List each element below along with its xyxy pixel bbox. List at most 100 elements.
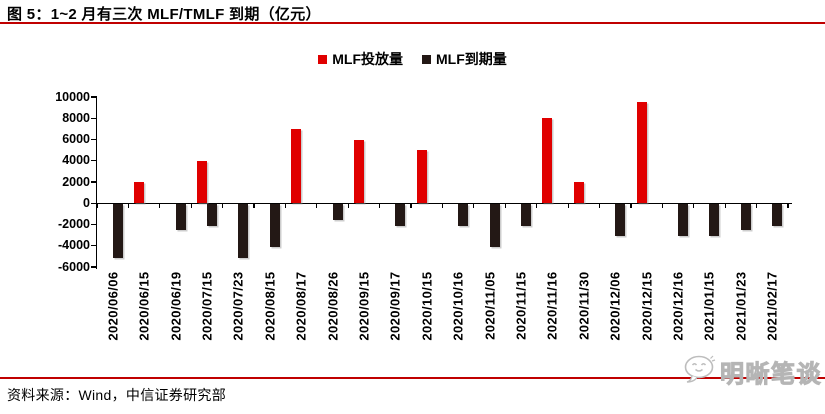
x-axis-tick bbox=[410, 204, 412, 209]
bar-mlf-maturity bbox=[269, 204, 280, 247]
x-axis-date-label: 2020/12/16 bbox=[670, 271, 686, 341]
footer-divider bbox=[0, 377, 825, 379]
x-axis-tick bbox=[724, 204, 726, 209]
title-divider bbox=[0, 22, 825, 24]
bar-mlf-maturity bbox=[395, 204, 406, 226]
x-axis-tick bbox=[567, 204, 569, 209]
bar-mlf-maturity bbox=[489, 204, 500, 247]
y-axis-tick bbox=[91, 138, 96, 141]
bar-mlf-injection bbox=[636, 102, 647, 204]
y-axis-label: 0 bbox=[83, 195, 90, 210]
bar-mlf-injection bbox=[134, 182, 145, 204]
x-axis-date-label: 2020/07/23 bbox=[230, 271, 246, 341]
y-axis-tick bbox=[91, 96, 96, 98]
legend-item-mlf-maturity: MLF到期量 bbox=[422, 49, 507, 69]
x-axis-tick bbox=[127, 204, 129, 209]
x-axis-line bbox=[95, 202, 792, 204]
x-axis-date-label: 2020/08/26 bbox=[325, 271, 341, 341]
y-axis-label: -4000 bbox=[58, 238, 90, 253]
x-axis-tick bbox=[253, 204, 255, 209]
x-axis-date-label: 2020/11/16 bbox=[544, 271, 560, 340]
x-axis-tick bbox=[504, 204, 506, 209]
x-axis-date-label: 2020/12/06 bbox=[607, 271, 623, 341]
y-axis-label: 10000 bbox=[55, 89, 90, 104]
bar-mlf-maturity bbox=[175, 204, 186, 230]
legend-marker-injection bbox=[318, 54, 328, 64]
x-axis-date-label: 2020/06/19 bbox=[168, 271, 184, 341]
x-axis-date-label: 2020/10/15 bbox=[419, 271, 435, 341]
bar-mlf-injection bbox=[573, 182, 584, 204]
bar-mlf-maturity bbox=[206, 204, 217, 226]
x-axis-tick bbox=[284, 204, 287, 209]
x-axis-date-label: 2020/08/17 bbox=[293, 271, 309, 341]
bar-mlf-injection bbox=[542, 118, 553, 204]
bar-mlf-maturity bbox=[521, 204, 532, 226]
x-axis-tick bbox=[473, 204, 475, 209]
x-axis-tick bbox=[693, 204, 695, 209]
x-axis-tick bbox=[379, 204, 381, 209]
x-axis-date-label: 2020/10/16 bbox=[450, 271, 466, 341]
x-axis-tick bbox=[787, 204, 789, 209]
legend-marker-maturity bbox=[422, 54, 431, 64]
y-axis-tick bbox=[91, 202, 96, 204]
x-axis-date-label: 2020/07/15 bbox=[199, 271, 215, 341]
y-axis-tick bbox=[91, 245, 96, 247]
x-axis-date-label: 2020/11/30 bbox=[576, 271, 592, 340]
x-axis-date-label: 2020/09/15 bbox=[356, 271, 372, 341]
source-note: 资料来源：Wind，中信证券研究部 bbox=[7, 387, 226, 403]
bar-mlf-maturity bbox=[112, 204, 123, 258]
x-axis-tick bbox=[661, 204, 663, 209]
x-axis-tick bbox=[755, 204, 758, 209]
x-axis-date-label: 2020/09/17 bbox=[387, 271, 403, 341]
y-axis-tick bbox=[91, 160, 96, 162]
x-axis-date-label: 2020/06/15 bbox=[136, 271, 152, 341]
chart-legend: MLF投放量 MLF到期量 bbox=[0, 49, 825, 69]
y-axis-line bbox=[95, 96, 97, 269]
y-axis-label: -6000 bbox=[58, 259, 90, 274]
y-axis-tick bbox=[91, 266, 96, 268]
x-axis-date-label: 2020/08/15 bbox=[262, 271, 278, 341]
x-axis-tick bbox=[441, 204, 444, 209]
bar-mlf-injection bbox=[416, 150, 427, 204]
bar-mlf-injection bbox=[291, 128, 302, 204]
bar-mlf-injection bbox=[196, 160, 207, 204]
x-axis-date-label: 2021/01/15 bbox=[701, 271, 717, 341]
x-axis-tick bbox=[630, 204, 632, 209]
x-axis-date-label: 2020/11/15 bbox=[513, 271, 529, 340]
x-axis-tick bbox=[347, 204, 349, 209]
bar-mlf-maturity bbox=[615, 204, 626, 237]
x-axis-date-label: 2020/12/15 bbox=[639, 271, 655, 341]
bar-mlf-maturity bbox=[332, 204, 343, 221]
x-axis-tick bbox=[316, 204, 318, 209]
legend-label-maturity: MLF到期量 bbox=[436, 51, 507, 67]
chat-bubble-face-icon bbox=[683, 354, 717, 389]
bar-mlf-maturity bbox=[772, 204, 783, 226]
page-title: 图 5：1~2 月有三次 MLF/TMLF 到期（亿元） bbox=[7, 6, 321, 23]
y-axis-label: -2000 bbox=[58, 217, 90, 231]
x-axis-tick bbox=[96, 204, 98, 209]
legend-item-mlf-injection: MLF投放量 bbox=[318, 49, 403, 69]
y-axis-tick bbox=[91, 223, 96, 226]
x-axis-date-label: 2021/02/17 bbox=[764, 271, 780, 341]
x-axis-date-label: 2020/11/05 bbox=[482, 271, 498, 340]
y-axis-label: 2000 bbox=[62, 174, 90, 189]
chart-plot-area bbox=[91, 96, 792, 269]
y-axis-label: 4000 bbox=[62, 153, 90, 168]
y-axis-label: 8000 bbox=[62, 110, 90, 125]
bar-mlf-maturity bbox=[458, 204, 469, 226]
y-axis-tick bbox=[91, 117, 96, 119]
x-axis-date-label: 2020/06/06 bbox=[105, 271, 121, 341]
bar-mlf-maturity bbox=[709, 204, 720, 237]
y-axis-tick bbox=[91, 181, 96, 183]
bar-mlf-maturity bbox=[740, 204, 751, 230]
bar-mlf-maturity bbox=[238, 204, 249, 258]
bar-mlf-maturity bbox=[678, 204, 689, 237]
legend-label-injection: MLF投放量 bbox=[332, 51, 403, 67]
x-axis-tick bbox=[190, 204, 192, 209]
x-axis-tick bbox=[159, 204, 161, 209]
bar-mlf-injection bbox=[353, 139, 364, 204]
x-axis-tick bbox=[598, 204, 601, 209]
watermark-text: 明晰笔谈 bbox=[720, 361, 822, 389]
y-axis-label: 6000 bbox=[62, 132, 90, 146]
